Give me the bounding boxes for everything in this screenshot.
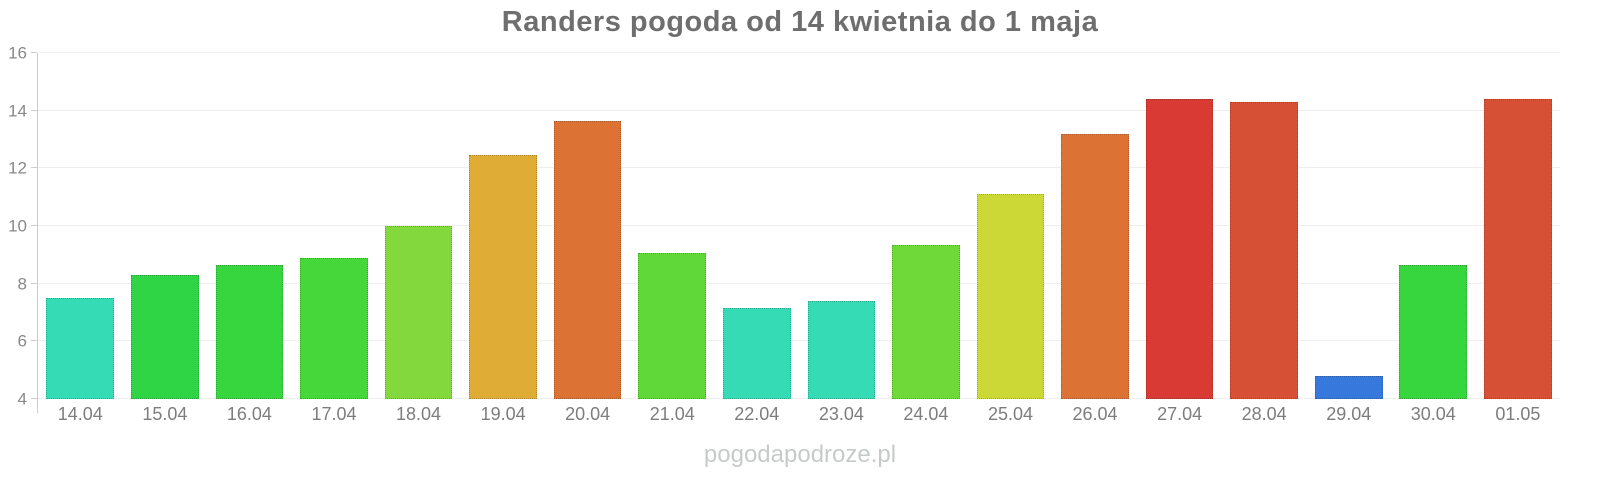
y-tick-label-14: 14 bbox=[8, 101, 27, 121]
bar-01.05[interactable] bbox=[1484, 99, 1552, 399]
bar-18.04[interactable] bbox=[384, 226, 453, 399]
x-label-29.04: 29.04 bbox=[1326, 404, 1372, 424]
x-label-17.04: 17.04 bbox=[311, 404, 357, 424]
y-tick-10 bbox=[31, 225, 37, 226]
gridline-8 bbox=[38, 282, 1560, 284]
x-label-22.04: 22.04 bbox=[734, 404, 780, 424]
y-tick-8 bbox=[31, 282, 37, 284]
bar-28.04[interactable] bbox=[1230, 102, 1298, 399]
bar-17.04[interactable] bbox=[300, 257, 368, 399]
bar-16.04[interactable] bbox=[215, 264, 284, 399]
x-label-14.04: 14.04 bbox=[57, 404, 103, 424]
y-axis-line bbox=[37, 53, 38, 413]
y-tick-label-6: 6 bbox=[17, 331, 27, 351]
bar-slot-19.04 bbox=[461, 53, 546, 399]
gridline-12 bbox=[38, 167, 1560, 169]
x-label-18.04: 18.04 bbox=[396, 404, 442, 424]
bar-21.04[interactable] bbox=[638, 253, 707, 399]
x-label-23.04: 23.04 bbox=[818, 404, 864, 424]
y-tick-14 bbox=[31, 109, 37, 111]
y-tick-4 bbox=[31, 398, 37, 399]
bar-25.04[interactable] bbox=[976, 194, 1045, 399]
x-label-21.04: 21.04 bbox=[649, 404, 695, 424]
bar-slot-26.04 bbox=[1053, 53, 1138, 399]
bar-24.04[interactable] bbox=[892, 244, 960, 399]
gridline-4 bbox=[38, 398, 1560, 399]
bar-slot-14.04 bbox=[38, 53, 123, 399]
bar-slot-15.04 bbox=[123, 53, 208, 399]
bar-27.04[interactable] bbox=[1145, 99, 1214, 399]
y-tick-label-16: 16 bbox=[8, 43, 27, 63]
x-label-15.04: 15.04 bbox=[142, 404, 188, 424]
bar-slot-21.04 bbox=[630, 53, 715, 399]
plot-area: 16 14 12 10 8 6 4 bbox=[8, 45, 1560, 413]
x-label-25.04: 25.04 bbox=[987, 404, 1033, 424]
bar-30.04[interactable] bbox=[1399, 264, 1468, 399]
watermark: pogodapodroze.pl bbox=[703, 441, 897, 468]
bar-slot-28.04 bbox=[1222, 53, 1307, 399]
bar-19.04[interactable] bbox=[469, 155, 537, 399]
gridline-6 bbox=[38, 340, 1560, 342]
bar-slot-01.05 bbox=[1476, 53, 1561, 399]
bar-slot-16.04 bbox=[207, 53, 292, 399]
bar-slot-25.04 bbox=[968, 53, 1053, 399]
x-label-20.04: 20.04 bbox=[565, 404, 611, 424]
y-tick-12 bbox=[31, 167, 37, 169]
gridline-16 bbox=[38, 52, 1560, 53]
y-tick-label-10: 10 bbox=[8, 216, 27, 236]
bar-22.04[interactable] bbox=[722, 308, 791, 399]
bar-23.04[interactable] bbox=[807, 300, 876, 399]
bar-slot-29.04 bbox=[1306, 53, 1391, 399]
y-tick-label-4: 4 bbox=[17, 389, 27, 409]
x-label-26.04: 26.04 bbox=[1072, 404, 1118, 424]
bar-20.04[interactable] bbox=[553, 120, 622, 399]
bar-slot-27.04 bbox=[1137, 53, 1222, 399]
bar-slot-17.04 bbox=[292, 53, 377, 399]
y-tick-label-8: 8 bbox=[17, 274, 27, 294]
x-label-28.04: 28.04 bbox=[1241, 404, 1287, 424]
chart-title: Randers pogoda od 14 kwietnia do 1 maja bbox=[501, 6, 1099, 38]
x-label-19.04: 19.04 bbox=[480, 404, 526, 424]
x-label-16.04: 16.04 bbox=[226, 404, 272, 424]
bars-container bbox=[38, 53, 1560, 399]
gridline-10 bbox=[38, 225, 1560, 226]
bar-14.04[interactable] bbox=[46, 298, 115, 399]
bar-slot-24.04 bbox=[884, 53, 969, 399]
bar-slot-23.04 bbox=[799, 53, 884, 399]
bar-slot-30.04 bbox=[1391, 53, 1476, 399]
y-tick-16 bbox=[31, 52, 37, 53]
x-axis-labels: 14.04 15.04 16.04 17.04 18.04 19.04 20.04 21.04… bbox=[38, 404, 1560, 425]
bar-29.04[interactable] bbox=[1314, 375, 1383, 399]
y-tick-label-12: 12 bbox=[8, 158, 27, 178]
gridline-14 bbox=[38, 109, 1560, 111]
bar-slot-20.04 bbox=[545, 53, 630, 399]
y-tick-6 bbox=[31, 340, 37, 342]
x-label-30.04: 30.04 bbox=[1410, 404, 1456, 424]
bar-26.04[interactable] bbox=[1061, 133, 1129, 399]
x-label-01.05: 01.05 bbox=[1495, 404, 1541, 424]
bar-slot-22.04 bbox=[715, 53, 800, 399]
x-label-27.04: 27.04 bbox=[1157, 404, 1203, 424]
x-label-24.04: 24.04 bbox=[903, 404, 949, 424]
bar-15.04[interactable] bbox=[131, 275, 199, 399]
bar-slot-18.04 bbox=[376, 53, 461, 399]
